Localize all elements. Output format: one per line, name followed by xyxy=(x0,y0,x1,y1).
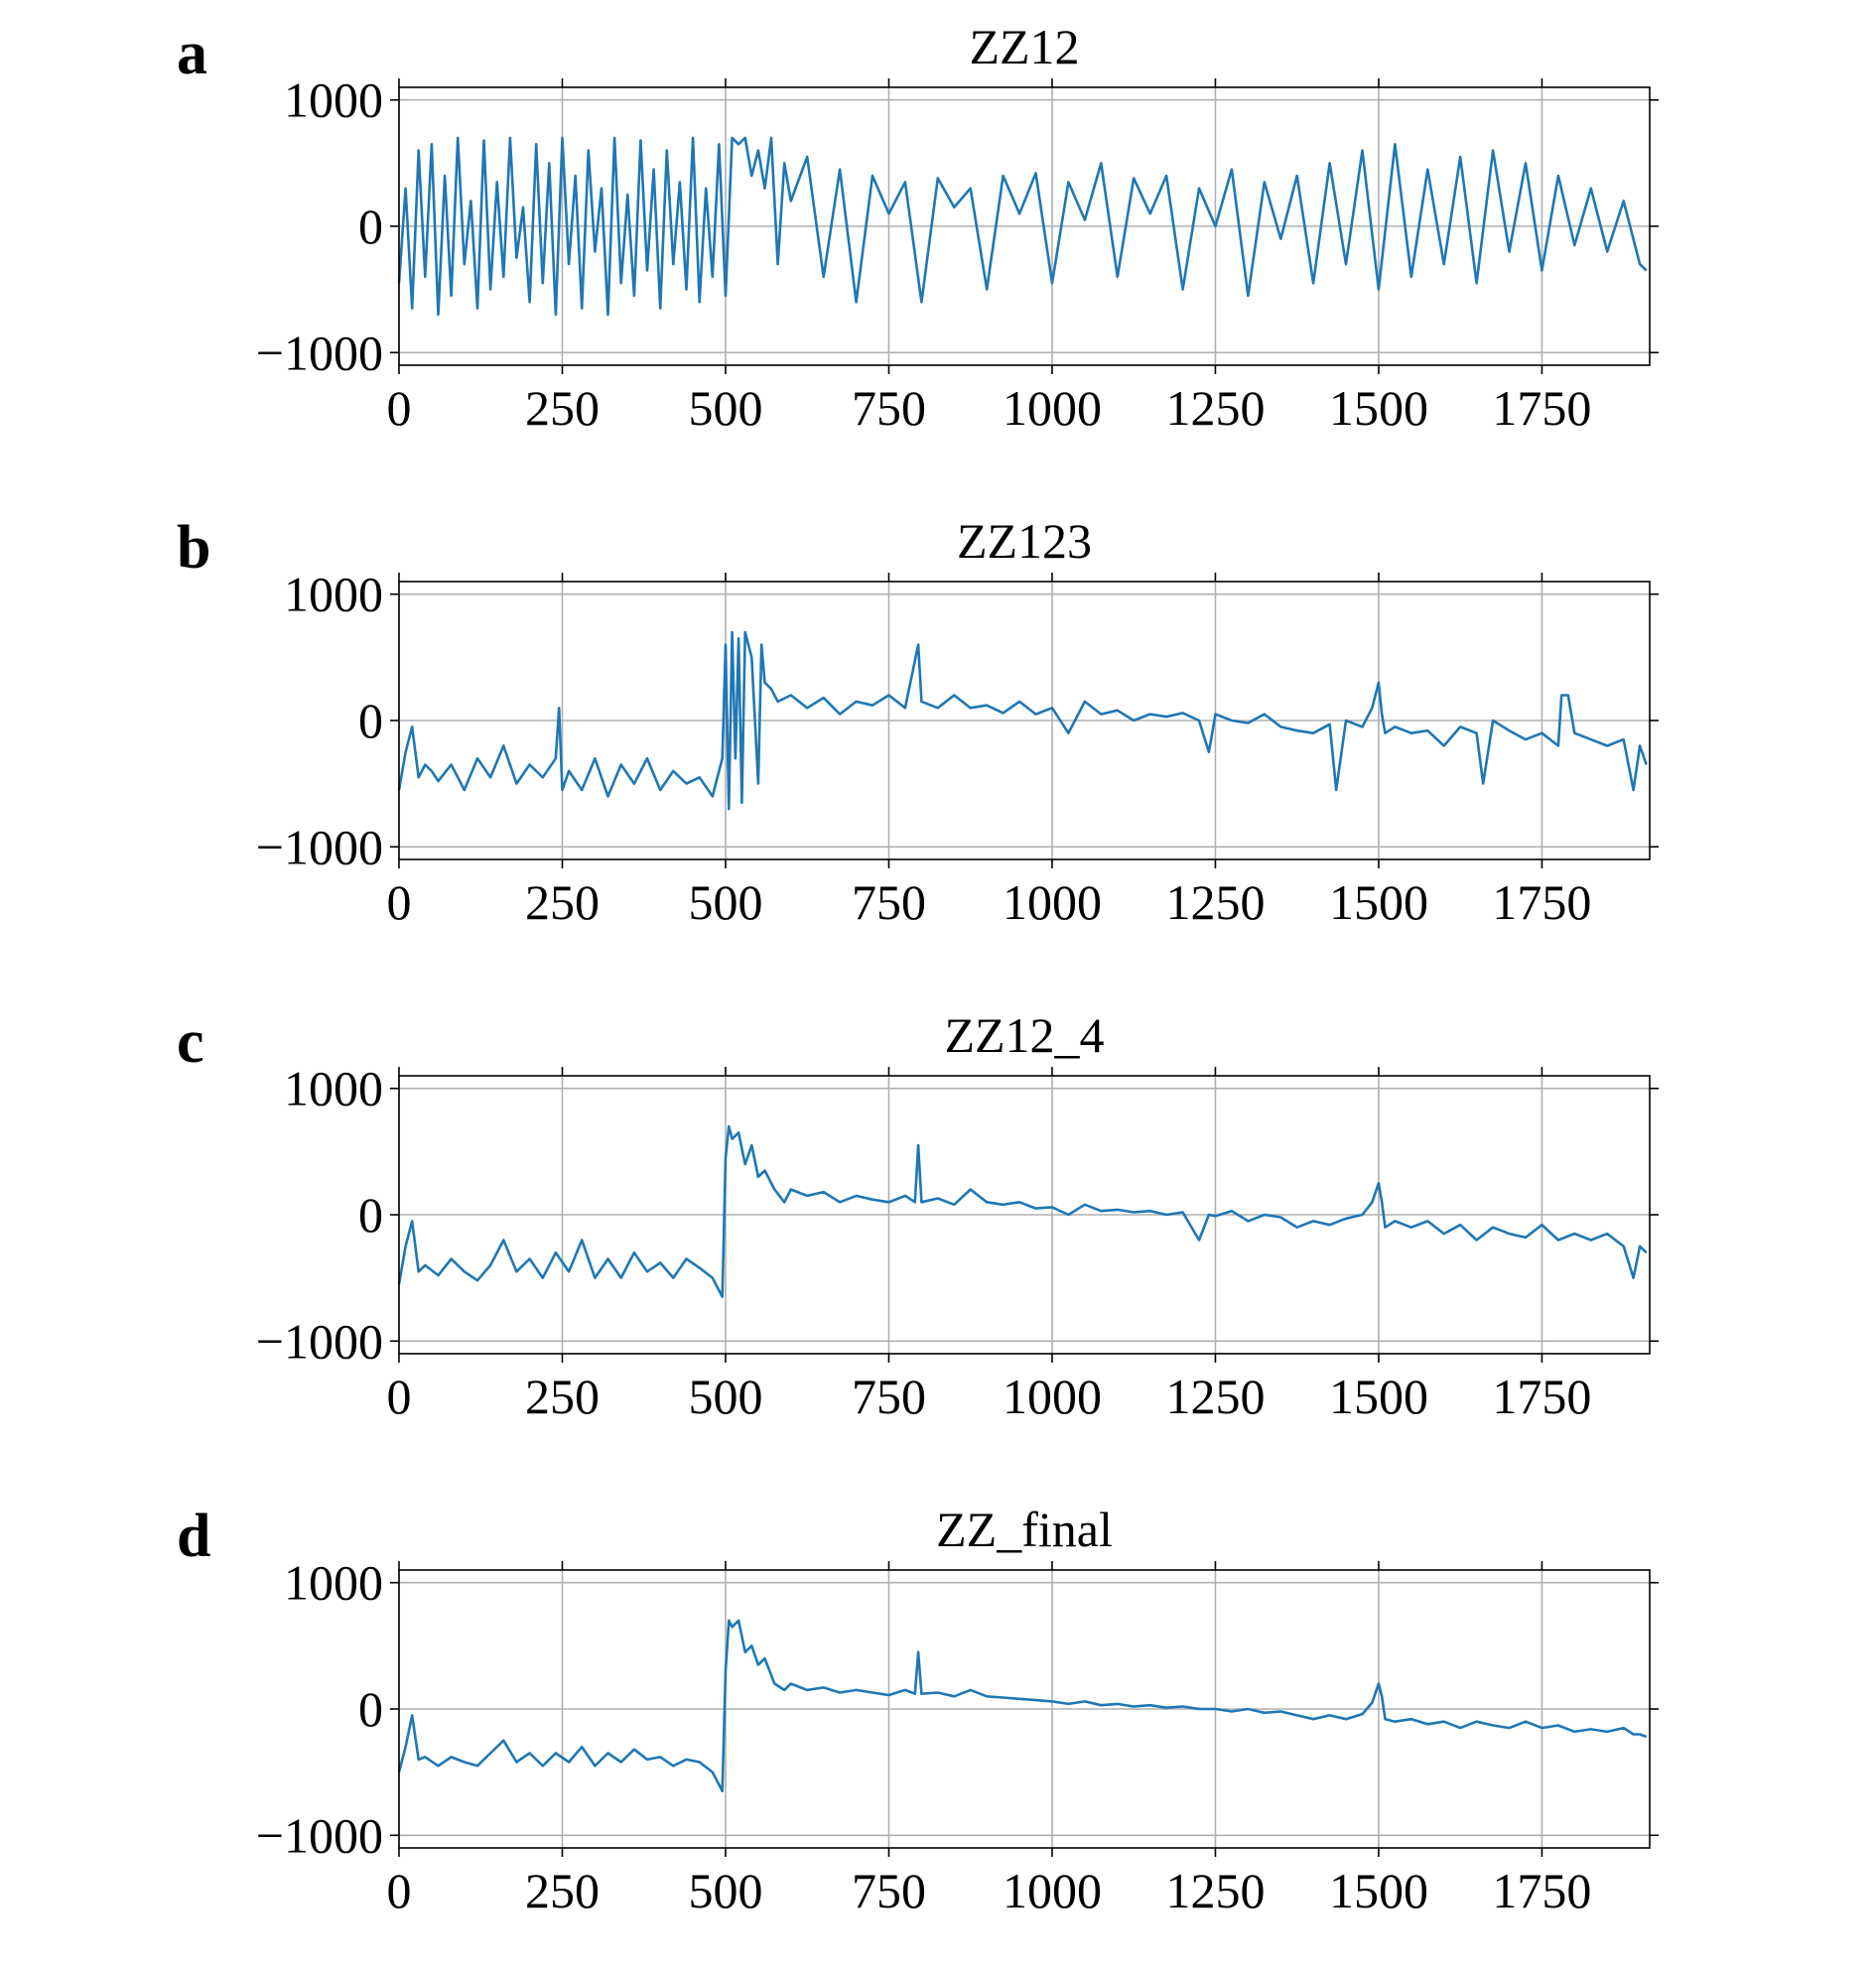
x-tick-label: 250 xyxy=(525,380,600,436)
y-tick-label: 1000 xyxy=(284,1061,383,1116)
x-tick-label: 0 xyxy=(387,380,412,436)
panel-c: 0 250 500 750 1000 1250 1500 1750−100001000ZZ12… xyxy=(177,1007,1659,1424)
panel-letter: b xyxy=(177,514,210,582)
x-tick-label: 1750 xyxy=(1492,874,1591,930)
panel-b: 0 250 500 750 1000 1250 1500 1750−100001000ZZ12… xyxy=(177,513,1659,930)
x-tick-label: 1250 xyxy=(1165,1369,1265,1424)
y-tick-label: 1000 xyxy=(284,72,383,128)
data-line xyxy=(397,1124,1648,1298)
x-tick-label: 250 xyxy=(525,874,600,930)
y-tick-label: 0 xyxy=(358,198,383,254)
x-tick-label: 1500 xyxy=(1329,380,1428,436)
x-tick-label: 500 xyxy=(688,874,762,930)
x-tick-label: 500 xyxy=(688,380,762,436)
panel-title: ZZ12_4 xyxy=(944,1007,1104,1063)
y-tick-label: 1000 xyxy=(284,567,383,622)
x-tick-label: 750 xyxy=(852,874,926,930)
x-tick-label: 250 xyxy=(525,1369,600,1424)
x-tick-label: 1750 xyxy=(1492,1369,1591,1424)
panel-letter: d xyxy=(177,1503,210,1570)
x-tick-label: 0 xyxy=(387,1863,412,1918)
panel-a: 0 250 500 750 1000 1250 1500 1750−100001000ZZ12… xyxy=(177,19,1659,436)
x-tick-label: 1750 xyxy=(1492,380,1591,436)
x-tick-label: 1750 xyxy=(1492,1863,1591,1918)
x-tick-label: 500 xyxy=(688,1369,762,1424)
x-tick-label: 1250 xyxy=(1165,380,1265,436)
x-tick-label: 0 xyxy=(387,1369,412,1424)
x-tick-label: 1000 xyxy=(1003,1369,1102,1424)
x-tick-label: 1000 xyxy=(1003,380,1102,436)
y-tick-label: −1000 xyxy=(256,325,383,380)
x-tick-label: 750 xyxy=(852,1369,926,1424)
data-line xyxy=(397,1619,1648,1792)
y-tick-label: 0 xyxy=(358,1681,383,1737)
x-tick-label: 1250 xyxy=(1165,1863,1265,1918)
x-tick-label: 1250 xyxy=(1165,874,1265,930)
x-tick-label: 0 xyxy=(387,874,412,930)
x-tick-label: 250 xyxy=(525,1863,600,1918)
data-line xyxy=(397,630,1648,811)
x-tick-label: 500 xyxy=(688,1863,762,1918)
panel-title: ZZ123 xyxy=(957,513,1092,569)
panel-d: 0 250 500 750 1000 1250 1500 1750−100001000ZZ_f… xyxy=(177,1502,1659,1918)
x-tick-label: 1000 xyxy=(1003,874,1102,930)
x-tick-label: 1500 xyxy=(1329,1369,1428,1424)
y-tick-label: −1000 xyxy=(256,1313,383,1369)
y-tick-label: 1000 xyxy=(284,1555,383,1611)
x-tick-label: 750 xyxy=(852,1863,926,1918)
y-tick-label: 0 xyxy=(358,693,383,748)
y-tick-label: −1000 xyxy=(256,819,383,874)
panel-letter: a xyxy=(177,20,207,87)
x-tick-label: 1500 xyxy=(1329,1863,1428,1918)
panel-letter: c xyxy=(177,1008,204,1076)
data-line xyxy=(397,136,1648,317)
y-tick-label: −1000 xyxy=(256,1807,383,1863)
y-tick-label: 0 xyxy=(358,1187,383,1243)
panel-title: ZZ12 xyxy=(969,19,1079,74)
panel-title: ZZ_final xyxy=(936,1502,1113,1557)
x-tick-label: 750 xyxy=(852,380,926,436)
x-tick-label: 1500 xyxy=(1329,874,1428,930)
x-tick-label: 1000 xyxy=(1003,1863,1102,1918)
